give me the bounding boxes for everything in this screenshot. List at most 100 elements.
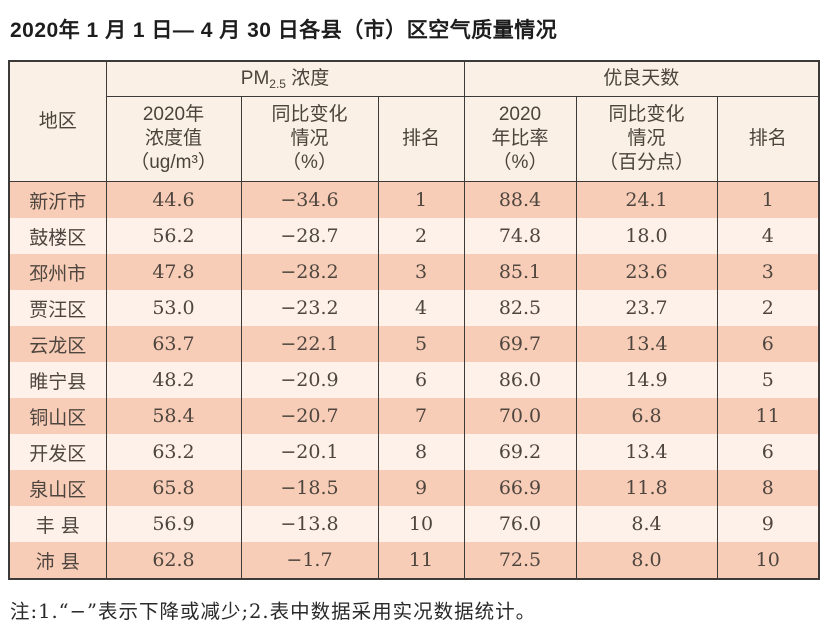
cell-region: 泉山区 <box>8 470 107 506</box>
header-sub-row: 2020年 浓度值 （ug/m³） 同比变化 情况 （%） 排名 2020 年比… <box>9 96 820 182</box>
table-row: 丰 县 56.9 −13.8 10 76.0 8.4 9 <box>8 506 820 542</box>
table-row: 贾汪区 53.0 −23.2 4 82.5 23.7 2 <box>8 290 820 326</box>
cell-days-change: 18.0 <box>575 218 718 254</box>
header-pm-change: 同比变化 情况 （%） <box>240 96 379 182</box>
cell-days-rate: 76.0 <box>463 506 577 542</box>
cell-days-rate: 88.4 <box>463 181 577 218</box>
table-body: 新沂市 44.6 −34.6 1 88.4 24.1 1 鼓楼区 56.2 −2… <box>8 181 820 579</box>
cell-region: 开发区 <box>8 434 107 470</box>
header-region: 地区 <box>8 61 107 182</box>
cell-pm-rank: 11 <box>377 542 465 579</box>
cell-pm-rank: 7 <box>377 398 465 434</box>
cell-pm-rank: 1 <box>377 181 465 218</box>
cell-days-change: 13.4 <box>575 434 718 470</box>
cell-region: 贾汪区 <box>8 290 107 326</box>
table-row: 邳州市 47.8 −28.2 3 85.1 23.6 3 <box>8 254 820 290</box>
table-row: 开发区 63.2 −20.1 8 69.2 13.4 6 <box>8 434 820 470</box>
cell-days-rank: 6 <box>716 326 820 362</box>
cell-pm-rank: 5 <box>377 326 465 362</box>
cell-pm-value: 62.8 <box>105 542 242 579</box>
cell-days-rank: 4 <box>716 218 820 254</box>
cell-pm-value: 63.7 <box>105 326 242 362</box>
cell-pm-rank: 6 <box>377 362 465 398</box>
cell-days-rate: 69.7 <box>463 326 577 362</box>
cell-days-change: 6.8 <box>575 398 718 434</box>
cell-pm-change: −28.2 <box>240 254 379 290</box>
cell-pm-value: 44.6 <box>105 181 242 218</box>
header-pm-rank: 排名 <box>377 96 465 182</box>
cell-days-rate: 70.0 <box>463 398 577 434</box>
cell-days-change: 8.0 <box>575 542 718 579</box>
header-group-pm25: PM2.5 浓度 <box>105 61 465 97</box>
cell-pm-change: −23.2 <box>240 290 379 326</box>
cell-region: 沛 县 <box>8 542 107 579</box>
cell-days-change: 8.4 <box>575 506 718 542</box>
cell-pm-value: 58.4 <box>105 398 242 434</box>
cell-days-change: 13.4 <box>575 326 718 362</box>
cell-days-rate: 82.5 <box>463 290 577 326</box>
cell-days-rate: 85.1 <box>463 254 577 290</box>
cell-pm-change: −1.7 <box>240 542 379 579</box>
cell-pm-rank: 3 <box>377 254 465 290</box>
header-group-good-days: 优良天数 <box>463 61 820 97</box>
table-row: 铜山区 58.4 −20.7 7 70.0 6.8 11 <box>8 398 820 434</box>
cell-pm-rank: 4 <box>377 290 465 326</box>
cell-days-rank: 3 <box>716 254 820 290</box>
header-pm-value: 2020年 浓度值 （ug/m³） <box>105 96 242 182</box>
page-title: 2020年 1 月 1 日— 4 月 30 日各县（市）区空气质量情况 <box>10 19 558 42</box>
cell-pm-value: 63.2 <box>105 434 242 470</box>
table-row: 新沂市 44.6 −34.6 1 88.4 24.1 1 <box>8 181 820 218</box>
cell-days-rate: 69.2 <box>463 434 577 470</box>
cell-region: 云龙区 <box>8 326 107 362</box>
cell-days-change: 23.7 <box>575 290 718 326</box>
cell-region: 睢宁县 <box>8 362 107 398</box>
cell-pm-change: −34.6 <box>240 181 379 218</box>
cell-days-rank: 1 <box>716 181 820 218</box>
cell-days-rate: 66.9 <box>463 470 577 506</box>
cell-pm-change: −13.8 <box>240 506 379 542</box>
cell-days-rank: 6 <box>716 434 820 470</box>
header-days-change: 同比变化 情况 （百分点） <box>575 96 718 182</box>
table-header: 地区 PM2.5 浓度 优良天数 2020年 浓度值 （ug/m³） 同比变化 … <box>8 61 820 182</box>
cell-region: 鼓楼区 <box>8 218 107 254</box>
cell-days-rate: 86.0 <box>463 362 577 398</box>
table-row: 沛 县 62.8 −1.7 11 72.5 8.0 10 <box>8 542 820 579</box>
footnote: 注:1.“−”表示下降或减少;2.表中数据采用实况数据统计。 <box>10 600 537 623</box>
cell-pm-rank: 8 <box>377 434 465 470</box>
cell-days-change: 11.8 <box>575 470 718 506</box>
cell-pm-change: −18.5 <box>240 470 379 506</box>
cell-region: 铜山区 <box>8 398 107 434</box>
pm-subscript: 2.5 <box>269 76 286 91</box>
cell-days-rank: 9 <box>716 506 820 542</box>
table-row: 云龙区 63.7 −22.1 5 69.7 13.4 6 <box>8 326 820 362</box>
header-days-rate: 2020 年比率 （%） <box>463 96 577 182</box>
cell-pm-change: −20.7 <box>240 398 379 434</box>
cell-pm-rank: 2 <box>377 218 465 254</box>
table-row: 泉山区 65.8 −18.5 9 66.9 11.8 8 <box>8 470 820 506</box>
header-group-row: 地区 PM2.5 浓度 优良天数 <box>8 61 820 182</box>
pm-label-suffix: 浓度 <box>285 67 330 89</box>
cell-pm-change: −28.7 <box>240 218 379 254</box>
cell-days-rate: 72.5 <box>463 542 577 579</box>
cell-pm-value: 53.0 <box>105 290 242 326</box>
cell-days-change: 23.6 <box>575 254 718 290</box>
cell-pm-value: 56.2 <box>105 218 242 254</box>
cell-pm-value: 48.2 <box>105 362 242 398</box>
cell-pm-value: 47.8 <box>105 254 242 290</box>
cell-region: 丰 县 <box>8 506 107 542</box>
cell-days-rank: 8 <box>716 470 820 506</box>
cell-pm-value: 65.8 <box>105 470 242 506</box>
cell-pm-rank: 10 <box>377 506 465 542</box>
cell-pm-change: −20.1 <box>240 434 379 470</box>
header-days-rank: 排名 <box>716 96 820 182</box>
cell-pm-value: 56.9 <box>105 506 242 542</box>
pm-label: PM <box>240 67 270 89</box>
cell-pm-change: −22.1 <box>240 326 379 362</box>
cell-days-rate: 74.8 <box>463 218 577 254</box>
cell-pm-rank: 9 <box>377 470 465 506</box>
cell-days-rank: 2 <box>716 290 820 326</box>
cell-days-rank: 10 <box>716 542 820 579</box>
cell-days-rank: 11 <box>716 398 820 434</box>
table-row: 睢宁县 48.2 −20.9 6 86.0 14.9 5 <box>8 362 820 398</box>
air-quality-table: 地区 PM2.5 浓度 优良天数 2020年 浓度值 （ug/m³） 同比变化 … <box>8 60 820 580</box>
